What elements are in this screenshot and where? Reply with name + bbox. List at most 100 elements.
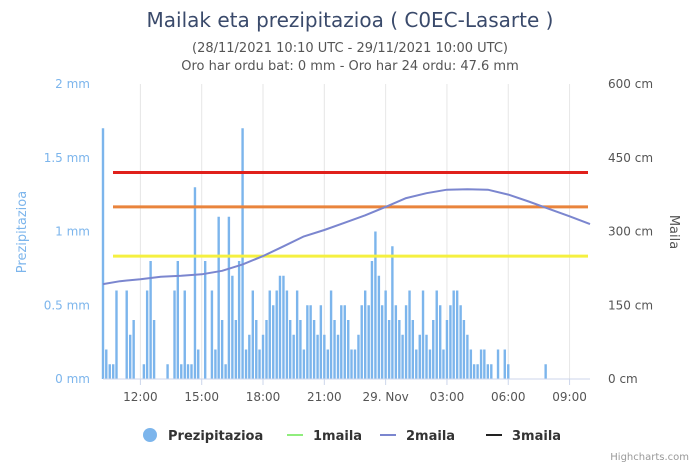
legend: Prezipitazioa 1maila 2maila 3maila	[143, 428, 561, 444]
precipitation-bar	[285, 290, 289, 379]
precipitation-bar	[108, 364, 111, 379]
precipitation-bar	[166, 364, 169, 379]
precipitation-bar	[507, 364, 510, 379]
precipitation-bar	[299, 320, 302, 379]
right-tick-label: 450 cm	[608, 151, 653, 165]
level-series-line	[102, 188, 591, 286]
precipitation-bar	[272, 305, 275, 379]
precipitation-bar	[319, 305, 323, 379]
precipitation-bar	[425, 334, 428, 379]
precipitation-bar	[347, 320, 350, 379]
left-axis-title: Prezipitazioa	[15, 191, 30, 273]
x-tick-label: 09:00	[552, 390, 587, 404]
precipitation-bar	[278, 275, 282, 379]
legend-item-2maila[interactable]: 2maila	[380, 429, 455, 444]
precipitation-bar	[112, 364, 115, 379]
precipitation-bar	[231, 275, 234, 379]
precipitation-bar	[132, 320, 135, 379]
precipitation-bar	[248, 334, 251, 379]
precipitation-bar	[302, 349, 306, 379]
precipitation-bar	[173, 290, 176, 379]
credits-link[interactable]: Highcharts.com	[610, 452, 689, 463]
right-axis-ticks: 0 cm 150 cm 300 cm 450 cm 600 cm	[608, 77, 653, 386]
precipitation-bar	[190, 364, 193, 379]
precipitation-bar	[374, 231, 377, 379]
x-tick-label: 06:00	[491, 390, 526, 404]
precipitation-bar	[343, 305, 346, 379]
precipitation-bar	[227, 216, 231, 379]
left-tick-label: 1 mm	[55, 225, 90, 239]
legend-label: 1maila	[313, 429, 362, 444]
precipitation-bar	[398, 320, 401, 379]
precipitation-bar	[217, 216, 220, 379]
precipitation-bar	[442, 349, 445, 379]
precipitation-bar	[323, 334, 326, 379]
precipitation-bar	[490, 364, 493, 379]
threshold-lines	[113, 171, 588, 258]
precipitation-bar	[432, 320, 435, 379]
precipitation-bar	[411, 320, 415, 379]
precipitation-bar	[115, 290, 118, 379]
right-tick-label: 600 cm	[608, 77, 653, 91]
precipitation-bar	[268, 290, 271, 379]
precipitation-bar	[292, 334, 295, 379]
legend-item-1maila[interactable]: 1maila	[287, 429, 362, 444]
precipitation-bar	[462, 320, 466, 379]
x-tick-label: 12:00	[123, 390, 158, 404]
precipitation-bar	[435, 290, 438, 379]
precipitation-bar	[241, 128, 244, 379]
precipitation-bar	[367, 305, 370, 379]
precipitation-bar	[258, 349, 261, 379]
precipitation-bar	[415, 349, 418, 379]
precipitation-bar	[282, 275, 285, 379]
precipitation-bar	[288, 320, 292, 379]
precipitation-bar	[350, 349, 353, 379]
precipitation-bar	[197, 349, 200, 379]
precipitation-bar	[183, 290, 186, 379]
legend-item-prezipitazioa[interactable]: Prezipitazioa	[143, 428, 263, 444]
chart-subtitle-dates: (28/11/2021 10:10 UTC - 29/11/2021 10:00…	[192, 41, 508, 56]
precipitation-bar	[340, 305, 343, 379]
precipitation-bar	[193, 187, 197, 379]
precipitation-bar	[363, 290, 367, 379]
x-axis-ticks: 12:00 15:00 18:00 21:00 29. Nov 03:00 06:00 09:…	[123, 379, 587, 404]
left-tick-label: 0.5 mm	[44, 298, 90, 312]
x-gridlines	[139, 84, 571, 379]
precipitation-bar	[326, 349, 330, 379]
precipitation-bar	[469, 349, 473, 379]
chart-subtitle-totals: Oro har ordu bat: 0 mm - Oro har 24 ordu…	[181, 59, 518, 74]
precipitation-bar	[234, 320, 238, 379]
precipitation-bar	[152, 320, 156, 379]
precipitation-bar	[220, 320, 224, 379]
right-tick-label: 300 cm	[608, 225, 653, 239]
precipitation-bar	[408, 290, 411, 379]
left-axis-ticks: 0 mm 0.5 mm 1 mm 1.5 mm 2 mm	[44, 77, 90, 386]
legend-label: 3maila	[512, 429, 561, 444]
precipitation-bar	[479, 349, 483, 379]
precipitation-bar	[336, 334, 340, 379]
precipitation-bars	[101, 128, 547, 379]
x-tick-label: 03:00	[430, 390, 465, 404]
precipitation-bar	[483, 349, 486, 379]
precipitation-bar	[125, 290, 128, 379]
precipitation-bar	[105, 349, 108, 379]
right-tick-label: 0 cm	[608, 372, 638, 386]
precipitation-bar	[251, 290, 254, 379]
precipitation-bar	[128, 334, 132, 379]
precipitation-bar	[214, 349, 217, 379]
precipitation-bar	[176, 261, 179, 379]
precipitation-bar	[452, 290, 455, 379]
precipitation-bar	[476, 364, 479, 379]
precipitation-bar	[203, 261, 207, 379]
precipitation-bar	[486, 364, 490, 379]
left-tick-label: 0 mm	[55, 372, 90, 386]
x-tick-label: 29. Nov	[362, 390, 408, 404]
legend-symbol-circle	[143, 428, 157, 442]
legend-item-3maila[interactable]: 3maila	[486, 429, 561, 444]
precipitation-bar	[261, 334, 265, 379]
precipitation-bar	[333, 320, 336, 379]
x-tick-label: 18:00	[246, 390, 281, 404]
precipitation-bar	[370, 261, 374, 379]
precipitation-bar	[466, 334, 469, 379]
